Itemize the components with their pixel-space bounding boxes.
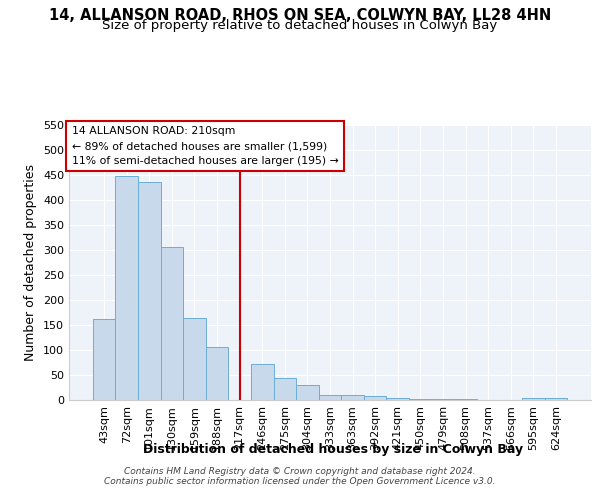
Y-axis label: Number of detached properties: Number of detached properties <box>25 164 37 361</box>
Bar <box>409 398 431 400</box>
Bar <box>206 346 229 400</box>
Bar <box>545 398 567 400</box>
Text: 14 ALLANSON ROAD: 210sqm
← 89% of detached houses are smaller (1,599)
11% of sem: 14 ALLANSON ROAD: 210sqm ← 89% of detach… <box>71 126 338 166</box>
Bar <box>431 399 454 400</box>
Bar <box>319 395 341 400</box>
Bar <box>251 364 274 400</box>
Bar <box>183 318 206 400</box>
Bar <box>161 246 183 400</box>
Text: Contains public sector information licensed under the Open Government Licence v3: Contains public sector information licen… <box>104 477 496 486</box>
Bar <box>274 378 296 400</box>
Text: Distribution of detached houses by size in Colwyn Bay: Distribution of detached houses by size … <box>143 442 523 456</box>
Bar <box>386 398 409 400</box>
Bar <box>138 182 161 400</box>
Bar <box>454 399 477 400</box>
Bar <box>522 398 545 400</box>
Bar <box>341 395 364 400</box>
Text: Contains HM Land Registry data © Crown copyright and database right 2024.: Contains HM Land Registry data © Crown c… <box>124 467 476 476</box>
Bar <box>93 318 115 400</box>
Text: 14, ALLANSON ROAD, RHOS ON SEA, COLWYN BAY, LL28 4HN: 14, ALLANSON ROAD, RHOS ON SEA, COLWYN B… <box>49 8 551 22</box>
Bar <box>364 396 386 400</box>
Bar <box>115 176 138 400</box>
Text: Size of property relative to detached houses in Colwyn Bay: Size of property relative to detached ho… <box>103 19 497 32</box>
Bar <box>296 384 319 400</box>
